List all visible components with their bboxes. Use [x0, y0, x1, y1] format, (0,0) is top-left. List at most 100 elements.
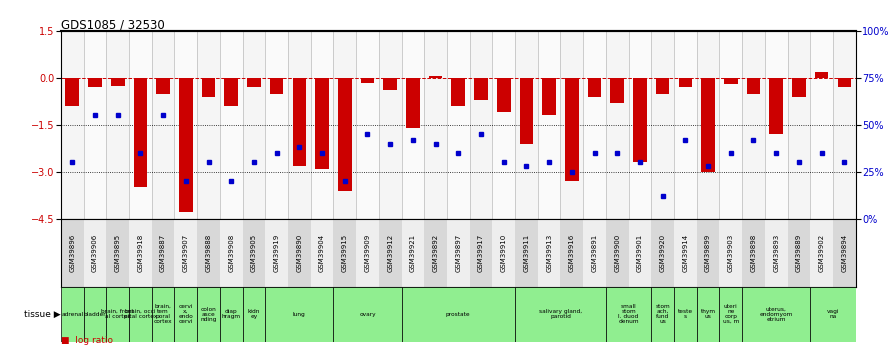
Text: GSM39897: GSM39897 — [455, 234, 461, 272]
Bar — [583, 219, 606, 287]
Bar — [361, 78, 375, 83]
Bar — [107, 219, 129, 287]
Bar — [678, 78, 693, 87]
Bar — [311, 31, 333, 219]
Text: cervi
x,
endo
cervi: cervi x, endo cervi — [178, 304, 194, 324]
Bar — [674, 31, 697, 219]
Bar — [134, 78, 147, 187]
Text: GSM39891: GSM39891 — [591, 234, 598, 272]
Bar — [379, 31, 401, 219]
Text: GSM39887: GSM39887 — [160, 234, 166, 272]
Bar — [515, 287, 606, 342]
Text: tissue ▶: tissue ▶ — [24, 310, 61, 319]
Text: GSM39899: GSM39899 — [705, 234, 711, 272]
Text: GSM39890: GSM39890 — [297, 234, 302, 272]
Text: GSM39906: GSM39906 — [92, 234, 98, 272]
Bar — [810, 287, 856, 342]
Text: uteri
ne
corp
us, m: uteri ne corp us, m — [722, 304, 739, 324]
Text: GSM39920: GSM39920 — [659, 234, 666, 272]
Bar — [88, 78, 102, 87]
Text: brain, front
al cortex: brain, front al cortex — [101, 309, 134, 319]
Text: teste
s: teste s — [677, 309, 693, 319]
Text: prostate: prostate — [446, 312, 470, 317]
Bar — [765, 31, 788, 219]
Bar — [243, 31, 265, 219]
Bar — [629, 219, 651, 287]
Bar — [838, 78, 851, 87]
Text: GSM39898: GSM39898 — [751, 234, 756, 272]
Bar — [356, 31, 379, 219]
Bar — [447, 219, 470, 287]
Bar — [315, 78, 329, 169]
Bar — [401, 219, 424, 287]
Text: brain, occi
pital cortex: brain, occi pital cortex — [124, 309, 157, 319]
Bar — [656, 78, 669, 93]
Bar — [175, 287, 197, 342]
Text: GSM39912: GSM39912 — [387, 234, 393, 272]
Bar — [588, 78, 601, 97]
Bar — [629, 31, 651, 219]
Text: vagi
na: vagi na — [827, 309, 840, 319]
Text: GSM39905: GSM39905 — [251, 234, 257, 272]
Bar — [111, 78, 125, 86]
Text: colon
asce
nding: colon asce nding — [201, 307, 217, 322]
Bar — [179, 78, 193, 213]
Bar — [83, 31, 107, 219]
Text: GSM39915: GSM39915 — [341, 234, 348, 272]
Bar — [742, 219, 765, 287]
Bar — [788, 31, 810, 219]
Bar — [383, 78, 397, 90]
Bar — [129, 287, 151, 342]
Bar — [833, 219, 856, 287]
Bar — [606, 287, 651, 342]
Bar — [452, 78, 465, 106]
Bar — [424, 219, 447, 287]
Bar — [697, 31, 719, 219]
Text: GSM39901: GSM39901 — [637, 234, 643, 272]
Bar — [265, 287, 333, 342]
Bar — [474, 78, 487, 100]
Text: GSM39903: GSM39903 — [728, 234, 734, 272]
Text: GSM39888: GSM39888 — [205, 234, 211, 272]
Text: uterus,
endomyom
etrium: uterus, endomyom etrium — [760, 307, 793, 322]
Bar — [674, 287, 697, 342]
Bar — [814, 72, 829, 78]
Bar — [565, 78, 579, 181]
Bar — [610, 78, 625, 103]
Text: GSM39907: GSM39907 — [183, 234, 189, 272]
Text: GDS1085 / 32530: GDS1085 / 32530 — [61, 18, 165, 31]
Bar — [129, 219, 151, 287]
Bar — [810, 31, 833, 219]
Bar — [247, 78, 261, 87]
Bar — [810, 219, 833, 287]
Bar — [583, 31, 606, 219]
Text: GSM39908: GSM39908 — [228, 234, 234, 272]
Bar — [406, 78, 419, 128]
Bar — [151, 219, 175, 287]
Bar — [151, 31, 175, 219]
Text: ovary: ovary — [359, 312, 375, 317]
Text: small
stom
l. duod
denum: small stom l. duod denum — [618, 304, 639, 324]
Bar — [224, 78, 238, 106]
Bar — [792, 78, 806, 97]
Bar — [742, 31, 765, 219]
Bar — [770, 78, 783, 134]
Text: GSM39911: GSM39911 — [523, 234, 530, 272]
Bar — [515, 219, 538, 287]
Text: GSM39910: GSM39910 — [501, 234, 507, 272]
Text: GSM39892: GSM39892 — [433, 234, 439, 272]
Bar — [333, 287, 401, 342]
Text: salivary gland,
parotid: salivary gland, parotid — [538, 309, 582, 319]
Bar — [288, 31, 311, 219]
Bar — [338, 78, 351, 190]
Bar — [202, 78, 215, 97]
Bar — [651, 31, 674, 219]
Text: GSM39902: GSM39902 — [819, 234, 824, 272]
Bar — [61, 219, 83, 287]
Text: diap
hragm: diap hragm — [221, 309, 241, 319]
Bar — [61, 287, 83, 342]
Bar — [265, 219, 288, 287]
Bar — [175, 219, 197, 287]
Text: GSM39918: GSM39918 — [137, 234, 143, 272]
Bar — [197, 31, 220, 219]
